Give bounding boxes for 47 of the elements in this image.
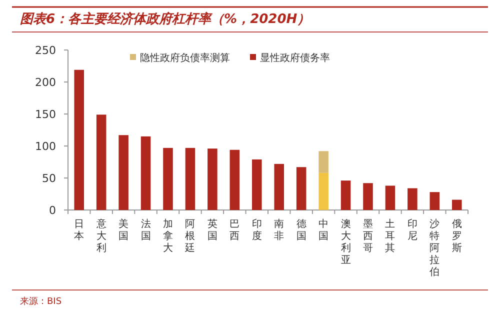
bar — [318, 151, 328, 173]
bar — [208, 148, 218, 210]
bar — [96, 114, 106, 210]
bar — [163, 148, 173, 210]
x-tick-label: 印度 — [252, 218, 262, 242]
bar — [452, 200, 462, 210]
x-tick-label: 南非 — [274, 218, 284, 242]
bar — [230, 150, 240, 210]
source-note: 来源：BIS — [20, 296, 62, 307]
y-tick-label: 250 — [35, 44, 56, 57]
x-tick-label: 墨西哥 — [363, 219, 373, 254]
legend-label: 显性政府债务率 — [260, 52, 330, 64]
x-tick-label: 意大利 — [95, 218, 106, 254]
x-tick-label: 俄罗斯 — [452, 218, 462, 254]
bar — [118, 135, 128, 210]
bar — [252, 159, 262, 210]
x-tick-label: 阿根廷 — [184, 219, 196, 254]
legend-label: 隐性政府负债率测算 — [140, 52, 230, 64]
x-tick-label: 澳大利亚 — [340, 218, 351, 266]
x-tick-label: 中国 — [318, 218, 329, 242]
x-tick-label: 沙特阿拉伯 — [430, 218, 440, 278]
x-tick-label: 德国 — [296, 219, 306, 242]
bar — [385, 186, 396, 210]
bar — [185, 148, 196, 210]
bar — [74, 70, 84, 210]
y-tick-label: 150 — [35, 108, 56, 121]
x-tick-label: 法国 — [140, 218, 151, 242]
x-tick-label: 日本 — [74, 219, 84, 242]
bar — [340, 180, 351, 210]
y-tick-label: 100 — [35, 140, 56, 153]
bar — [274, 164, 284, 210]
x-tick-label: 加拿大 — [163, 218, 173, 254]
bar — [363, 183, 373, 210]
chart-title: 图表6：各主要经济体政府杠杆率（%，2020H） — [20, 11, 310, 27]
bar — [408, 188, 418, 210]
y-tick-label: 200 — [35, 76, 56, 89]
x-tick-label: 印尼 — [407, 218, 418, 242]
x-tick-label: 美国 — [118, 218, 129, 242]
y-tick-label: 0 — [49, 204, 56, 217]
bar — [318, 172, 328, 210]
x-tick-label: 英国 — [207, 218, 218, 242]
x-tick-label: 土耳其 — [385, 218, 396, 254]
bar — [296, 167, 306, 210]
x-tick-label: 巴西 — [230, 219, 240, 242]
bar — [140, 136, 151, 210]
y-tick-label: 50 — [42, 172, 56, 185]
bar — [430, 192, 440, 210]
